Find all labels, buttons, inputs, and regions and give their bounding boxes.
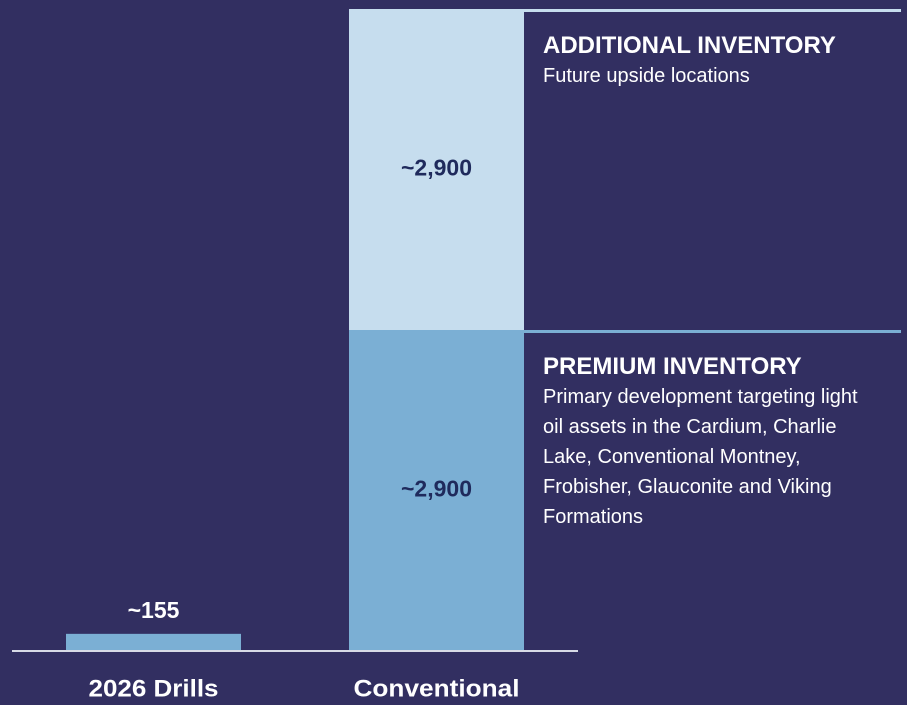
legend-title: PREMIUM INVENTORY: [543, 353, 802, 380]
legend-description: Primary development targeting light oil …: [543, 386, 858, 528]
value-label: ~2,900: [401, 476, 472, 502]
value-label: ~155: [128, 597, 180, 623]
bar: [349, 330, 524, 651]
x-tick-label: 2026 Drills: [89, 675, 219, 702]
legend-entry: PREMIUM INVENTORY Primary development tar…: [543, 352, 873, 532]
bar: [66, 633, 241, 651]
legend-description: Future upside locations: [543, 65, 750, 87]
legend-title: ADDITIONAL INVENTORY: [543, 32, 836, 59]
x-tick-label: Conventional: [354, 675, 520, 702]
value-label: ~2,900: [401, 155, 472, 181]
bar: [349, 9, 524, 330]
legend-entry: ADDITIONAL INVENTORY Future upside locati…: [543, 31, 873, 91]
